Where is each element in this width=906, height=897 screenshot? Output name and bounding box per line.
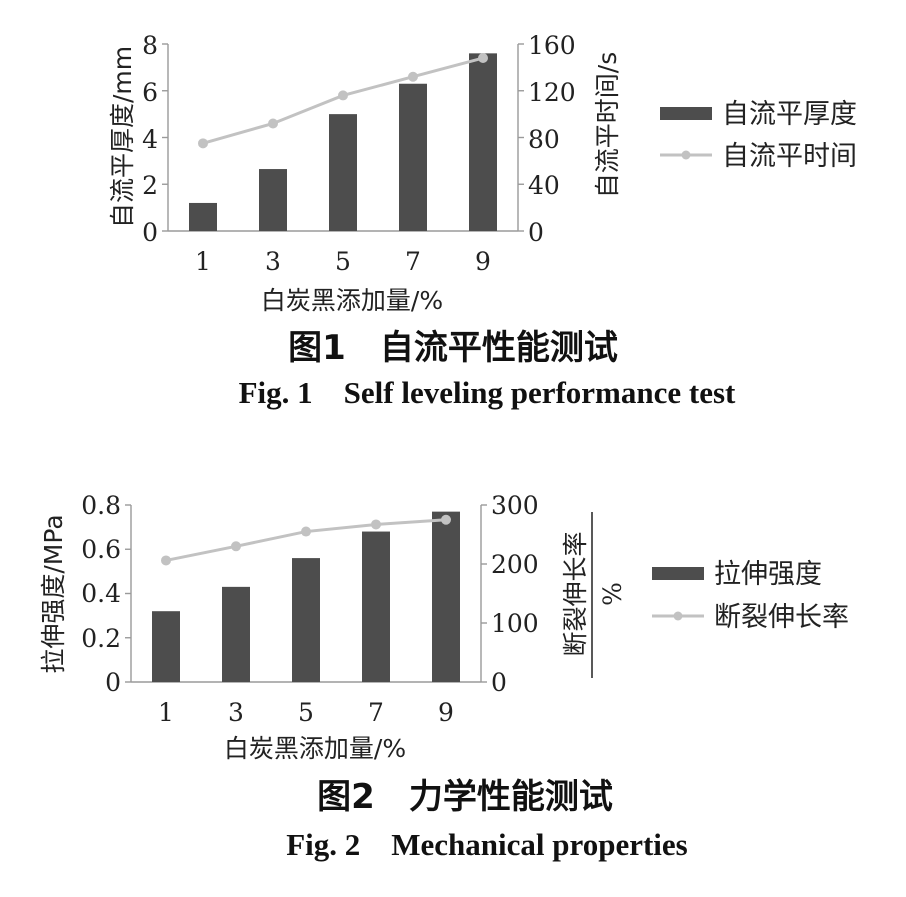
line-point <box>338 90 348 101</box>
right-axis-label: 断裂伸长率 <box>561 531 590 656</box>
right-tick-label: 40 <box>528 171 560 200</box>
x-tick-label: 9 <box>475 247 491 276</box>
legend-line-marker <box>673 611 683 621</box>
bar <box>259 169 287 231</box>
right-axis-label: 自流平时间/s <box>593 52 622 198</box>
line-point <box>301 526 311 537</box>
bar <box>329 114 357 231</box>
left-tick-label: 0.6 <box>81 535 121 564</box>
right-tick-label: 0 <box>528 218 544 247</box>
x-tick-label: 5 <box>335 247 351 276</box>
x-tick-label: 5 <box>298 698 314 727</box>
bar <box>152 611 180 682</box>
figure-subtitle: Fig. 1 Self leveling performance test <box>239 375 736 410</box>
chart-mechanical: 0 0.2 0.4 0.6 0.8 0 100 200 300 1 3 5 7 … <box>39 491 849 862</box>
left-tick-label: 0.2 <box>81 624 121 653</box>
line-point <box>441 514 451 525</box>
right-tick-label: 300 <box>491 491 539 520</box>
legend-label: 自流平厚度 <box>722 99 857 130</box>
bar <box>399 83 427 231</box>
line-point <box>408 71 418 82</box>
line-series <box>161 514 451 566</box>
x-tick-label: 7 <box>368 698 384 727</box>
x-tick-label: 9 <box>438 698 454 727</box>
line-series <box>198 53 488 149</box>
line-point <box>198 138 208 149</box>
line-point <box>371 519 381 530</box>
right-tick-label: 100 <box>491 609 539 638</box>
legend-bar-swatch <box>652 567 704 580</box>
x-axis-label: 白炭黑添加量/% <box>261 286 443 315</box>
tick-marks <box>162 43 524 232</box>
bar <box>292 558 320 682</box>
left-tick-label: 0 <box>142 218 158 247</box>
line-point <box>268 118 278 129</box>
legend-bar-swatch <box>660 107 712 120</box>
bar-series <box>189 53 497 231</box>
left-axis-label: 拉伸强度/MPa <box>39 514 68 673</box>
bar <box>362 531 390 682</box>
x-tick-label: 1 <box>158 698 174 727</box>
legend-label: 拉伸强度 <box>714 559 822 590</box>
right-tick-label: 160 <box>528 31 576 60</box>
x-tick-label: 7 <box>405 247 421 276</box>
left-axis-label: 自流平厚度/mm <box>108 46 137 228</box>
left-tick-label: 0 <box>105 668 121 697</box>
figure-title: 图1 自流平性能测试 <box>288 328 618 368</box>
left-tick-label: 2 <box>142 171 158 200</box>
line-point <box>231 541 241 552</box>
bar <box>432 511 460 682</box>
x-tick-label: 3 <box>228 698 244 727</box>
series-line <box>165 518 447 562</box>
figure-subtitle: Fig. 2 Mechanical properties <box>286 827 688 862</box>
legend-label: 断裂伸长率 <box>714 602 849 633</box>
bar-series <box>152 511 460 682</box>
x-axis-label: 白炭黑添加量/% <box>224 734 406 763</box>
left-tick-label: 8 <box>142 31 158 60</box>
left-tick-label: 0.8 <box>81 491 121 520</box>
right-tick-label: 120 <box>528 78 576 107</box>
line-point <box>478 53 488 64</box>
x-tick-label: 3 <box>265 247 281 276</box>
bar <box>469 53 497 231</box>
figure-title: 图2 力学性能测试 <box>317 777 613 817</box>
left-tick-label: 0.4 <box>81 579 121 608</box>
left-tick-label: 4 <box>142 125 158 154</box>
right-tick-label: 200 <box>491 550 539 579</box>
legend-label: 自流平时间 <box>722 141 857 172</box>
legend-line-marker <box>681 150 691 160</box>
right-axis-unit: % <box>598 582 627 606</box>
x-tick-label: 1 <box>195 247 211 276</box>
bar <box>222 586 250 682</box>
right-tick-label: 0 <box>491 668 507 697</box>
tick-marks <box>125 504 487 683</box>
left-tick-label: 6 <box>142 78 158 107</box>
line-point <box>161 555 171 566</box>
right-tick-label: 80 <box>528 125 560 154</box>
chart-self-leveling: 0 2 4 6 8 0 40 80 120 160 1 3 5 7 9 白炭黑添… <box>108 31 857 410</box>
bar <box>189 202 217 231</box>
